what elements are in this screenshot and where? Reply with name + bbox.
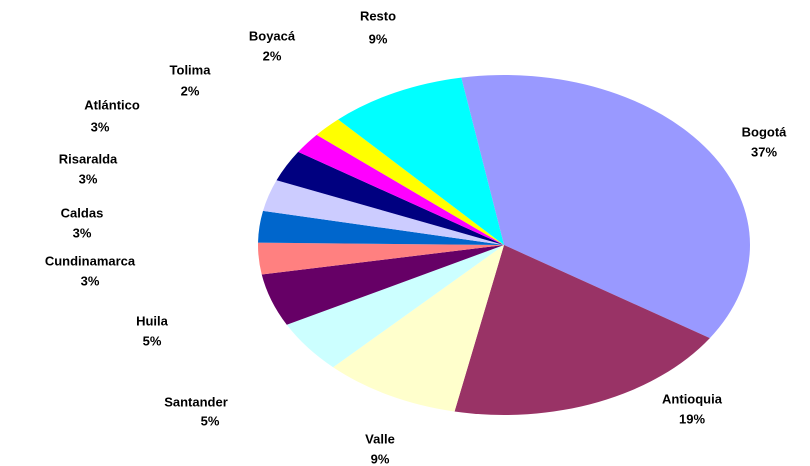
pie-slice: [286, 245, 504, 368]
pie-slice: [257, 242, 504, 275]
slice-value-label: 5%: [143, 333, 162, 348]
pie-slice: [261, 245, 504, 325]
slice-label: Atlántico: [84, 97, 140, 112]
slice-value-label: 3%: [73, 225, 92, 240]
slice-value-label: 3%: [81, 273, 100, 288]
pie-slice: [316, 119, 504, 245]
pie-slice: [298, 134, 504, 245]
slice-label: Huila: [136, 313, 169, 328]
slice-label: Antioquia: [662, 391, 723, 406]
slice-value-label: 9%: [369, 31, 388, 46]
slice-label: Cundinamarca: [45, 253, 136, 268]
pie-slice: [276, 151, 504, 245]
slice-value-label: 9%: [371, 451, 390, 466]
slice-label: Boyacá: [249, 28, 296, 43]
slice-label: Resto: [360, 8, 396, 23]
slice-value-label: 5%: [201, 413, 220, 428]
pie-slice: [333, 245, 504, 412]
slice-value-label: 37%: [751, 144, 777, 159]
slice-value-label: 3%: [79, 171, 98, 186]
slice-value-label: 19%: [679, 411, 705, 426]
pie-slice: [461, 75, 750, 339]
slice-value-label: 3%: [91, 119, 110, 134]
slice-label: Bogotá: [742, 124, 788, 139]
pie-slice: [258, 210, 504, 245]
slice-label: Santander: [164, 394, 228, 409]
slice-label: Tolima: [170, 62, 212, 77]
pie-slice: [454, 245, 710, 415]
slice-value-label: 2%: [263, 48, 282, 63]
pie-slice: [338, 77, 504, 246]
slice-value-label: 2%: [181, 83, 200, 98]
pie-slice: [263, 180, 504, 245]
slice-label: Risaralda: [59, 151, 118, 166]
slice-label: Caldas: [61, 205, 104, 220]
slice-label: Valle: [365, 431, 395, 446]
